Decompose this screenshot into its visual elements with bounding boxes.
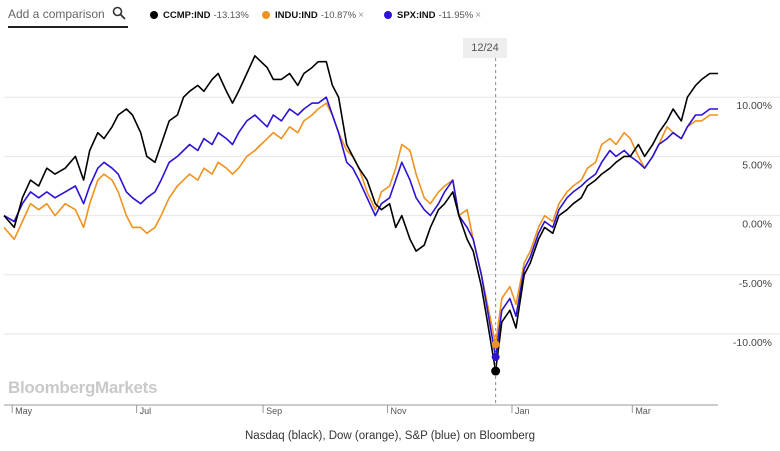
series-line-sp: [3, 96, 718, 358]
legend-item-spx: SPX:IND -11.95% ×: [384, 7, 481, 23]
legend-symbol: CCMP:IND: [163, 9, 211, 21]
y-tick-label: 10.00%: [736, 100, 772, 112]
legend-symbol: INDU:IND: [275, 9, 318, 21]
legend-change: -11.95%: [438, 9, 474, 21]
x-tick-label: Mar: [635, 406, 651, 416]
legend-item-ccmp: CCMP:IND -13.13%: [150, 7, 249, 23]
remove-indu-icon[interactable]: ×: [358, 9, 364, 21]
crosshair-marker-nasdaq: [491, 366, 501, 376]
comparison-toolbar: CCMP:IND -13.13% INDU:IND -10.87% × SPX:…: [0, 0, 780, 30]
legend-swatch-icon: [150, 11, 158, 19]
y-tick-label: 0.00%: [742, 219, 772, 231]
series-line-dow: [3, 102, 718, 346]
bloomberg-markets-logo: BloombergMarkets: [8, 378, 158, 397]
y-tick-label: -5.00%: [739, 278, 772, 290]
chart-caption: Nasdaq (black), Dow (orange), S&P (blue)…: [245, 430, 535, 442]
x-tick-label: Jan: [515, 406, 530, 416]
comparison-search-input[interactable]: [8, 6, 108, 22]
remove-spx-icon[interactable]: ×: [475, 9, 482, 21]
comparison-search[interactable]: [8, 4, 128, 28]
x-tick-label: Nov: [391, 406, 408, 416]
series-line-nasdaq: [3, 55, 718, 372]
legend-symbol: SPX:IND: [397, 9, 436, 21]
legend-item-indu: INDU:IND -10.87% ×: [262, 7, 364, 23]
crosshair-marker-sp: [491, 353, 500, 362]
legend-change: -13.13%: [213, 9, 249, 21]
y-tick-label: 5.00%: [742, 159, 772, 171]
x-tick-label: Sep: [266, 406, 282, 416]
legend-swatch-icon: [262, 11, 270, 19]
legend-change: -10.87%: [320, 9, 357, 21]
crosshair-marker-dow: [491, 340, 500, 349]
x-tick-label: Jul: [140, 406, 152, 416]
search-icon[interactable]: [112, 6, 126, 20]
crosshair-date-label: 12/24: [463, 38, 507, 58]
x-tick-label: May: [15, 406, 33, 416]
legend-swatch-icon: [384, 11, 392, 19]
y-tick-label: -10.00%: [733, 337, 772, 349]
